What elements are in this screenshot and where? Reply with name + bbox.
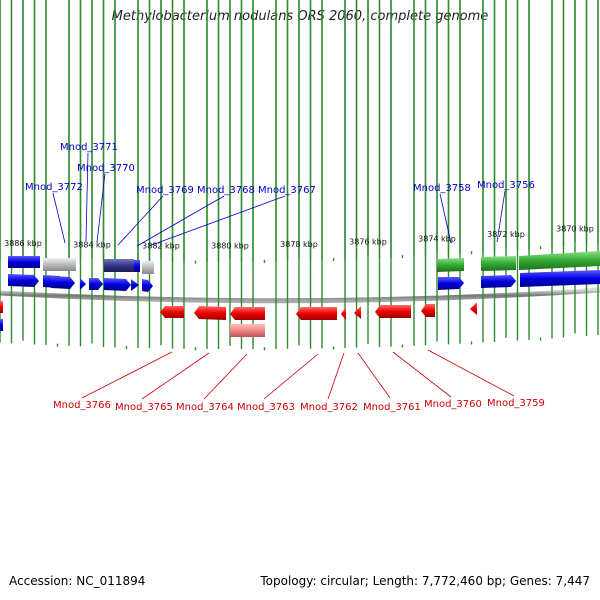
forward-gene-arrow[interactable] [520, 270, 600, 287]
forward-callouts [52, 152, 506, 247]
feature-block[interactable] [0, 319, 3, 331]
gene-label[interactable]: Mnod_3767 [258, 185, 316, 196]
reverse-gene-arrow[interactable] [160, 306, 184, 318]
tick-label: 3878 kbp [280, 240, 318, 249]
gene-label[interactable]: Mnod_3764 [176, 402, 234, 413]
forward-gene-labels: Mnod_3772 Mnod_3771 Mnod_3770 Mnod_3769 … [25, 142, 535, 196]
gene-label[interactable]: Mnod_3769 [136, 185, 194, 196]
gene-label[interactable]: Mnod_3768 [197, 185, 255, 196]
accession-text: Accession: NC_011894 [9, 574, 146, 588]
callout-line [327, 352, 345, 400]
callout-line [439, 193, 452, 244]
reverse-gene-arrow[interactable] [230, 307, 265, 320]
reverse-strand [0, 301, 477, 320]
gene-label[interactable]: Mnod_3759 [487, 398, 545, 409]
tick-label: 3880 kbp [211, 241, 249, 250]
map-title: Methylobacterium nodulans ORS 2060, comp… [111, 9, 489, 24]
tick-label: 3870 kbp [556, 224, 594, 233]
forward-gene-arrow[interactable] [142, 279, 153, 292]
forward-gene-arrow[interactable] [8, 274, 39, 287]
callout-line [85, 152, 89, 242]
tick-label: 3882 kbp [142, 242, 180, 251]
gene-label[interactable]: Mnod_3756 [477, 180, 535, 191]
tick-label: 3876 kbp [349, 238, 387, 247]
tick-label: 3874 kbp [418, 234, 456, 243]
forward-gene-arrow[interactable] [51, 276, 75, 289]
callout-line [117, 195, 164, 246]
callout-line [148, 195, 286, 247]
callout-line [357, 352, 391, 399]
reverse-gene-arrow[interactable] [194, 306, 226, 320]
feature-block[interactable] [8, 256, 40, 268]
forward-gene-arrow[interactable] [89, 278, 103, 290]
reverse-gene-arrow[interactable] [0, 301, 3, 313]
feature-band-lower [0, 319, 265, 337]
gene-label[interactable]: Mnod_3761 [363, 402, 421, 413]
feature-block[interactable] [134, 260, 140, 272]
feature-band-upper [8, 251, 600, 274]
feature-block[interactable] [519, 251, 600, 270]
reverse-gene-arrow[interactable] [421, 304, 435, 317]
genome-stats-text: Topology: circular; Length: 7,772,460 bp… [260, 574, 590, 588]
forward-gene-arrow[interactable] [80, 278, 86, 290]
forward-gene-arrow[interactable] [131, 279, 139, 291]
forward-gene-arrow[interactable] [104, 278, 131, 291]
feature-block[interactable] [230, 324, 265, 337]
reverse-gene-arrow[interactable] [296, 307, 337, 320]
feature-block[interactable] [481, 256, 516, 271]
gene-label[interactable]: Mnod_3760 [424, 399, 482, 410]
gene-label[interactable]: Mnod_3770 [77, 163, 135, 174]
feature-block[interactable] [437, 258, 464, 272]
callout-line [136, 195, 225, 247]
gene-label[interactable]: Mnod_3762 [300, 402, 358, 413]
forward-gene-arrow[interactable] [481, 275, 516, 288]
reverse-callouts [81, 349, 515, 400]
tick-label: 3872 kbp [487, 230, 525, 239]
forward-strand [8, 270, 600, 292]
genome-backbone [0, 287, 600, 304]
callout-line [96, 173, 106, 243]
reverse-gene-arrow[interactable] [341, 307, 346, 320]
tick-label: 3886 kbp [4, 239, 42, 248]
feature-block[interactable] [142, 261, 154, 274]
callout-line [81, 351, 173, 399]
callout-line [203, 353, 248, 400]
forward-gene-arrow[interactable] [438, 277, 464, 290]
callout-line [496, 190, 506, 243]
reverse-gene-labels: Mnod_3766 Mnod_3765 Mnod_3764 Mnod_3763 … [53, 398, 545, 413]
gene-label[interactable]: Mnod_3758 [413, 183, 471, 194]
tick-label: 3884 kbp [73, 241, 111, 250]
callout-line [392, 351, 452, 398]
callout-line [141, 352, 210, 400]
callout-line [427, 349, 515, 397]
gene-label[interactable]: Mnod_3763 [237, 402, 295, 413]
gene-label[interactable]: Mnod_3771 [60, 142, 118, 153]
tick-labels: 3886 kbp 3884 kbp 3882 kbp 3880 kbp 3878 kbp… [4, 224, 594, 250]
gene-label[interactable]: Mnod_3765 [115, 402, 173, 413]
callout-line [263, 353, 319, 400]
reverse-gene-arrow[interactable] [470, 302, 477, 315]
feature-block[interactable] [43, 258, 76, 271]
feature-block[interactable] [104, 259, 134, 272]
reverse-gene-arrow[interactable] [354, 306, 361, 319]
callout-line [52, 192, 66, 244]
gene-label[interactable]: Mnod_3766 [53, 400, 111, 411]
gene-label[interactable]: Mnod_3772 [25, 182, 83, 193]
reverse-gene-arrow[interactable] [375, 305, 411, 318]
